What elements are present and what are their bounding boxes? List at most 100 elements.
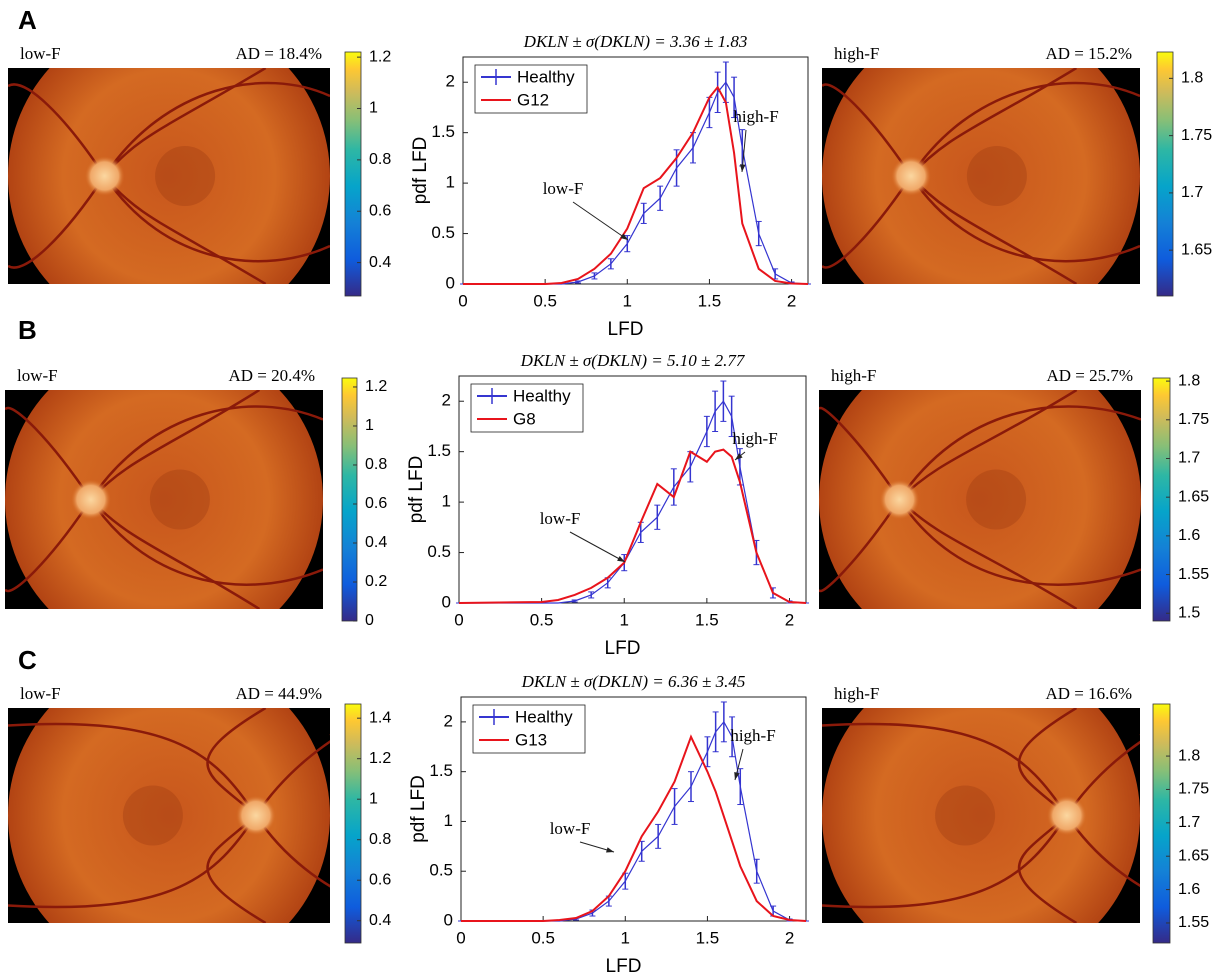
annotation: high-F (733, 107, 778, 126)
vessel (898, 498, 1141, 586)
colorbar-tick-label: 0.4 (369, 912, 391, 929)
vessel (1065, 734, 1140, 817)
vessel (5, 498, 92, 593)
x-tick-label: 0.5 (530, 610, 554, 629)
image-caption: high-F (831, 366, 876, 385)
colorbar-tick-label: 1.75 (1178, 411, 1209, 428)
y-tick-label: 0 (446, 273, 455, 292)
image-caption: low-F (20, 684, 61, 703)
y-tick-label: 1.5 (431, 122, 455, 141)
optic-disc (879, 479, 920, 520)
y-axis-label: pdf LFD (410, 137, 431, 205)
colorbar-tick-label: 1.55 (1178, 914, 1209, 931)
y-tick-label: 0 (444, 910, 453, 929)
ad-label: AD = 15.2% (1045, 44, 1132, 63)
arrow-head (735, 453, 743, 460)
x-tick-label: 2 (787, 291, 796, 310)
vessel (1017, 708, 1078, 817)
vessel (822, 175, 913, 269)
colorbar-tick-label: 0.6 (369, 871, 391, 888)
annotation: high-F (732, 429, 777, 448)
colorbar-tick-label: 0.6 (365, 495, 387, 512)
colorbar (344, 51, 362, 297)
vessel (8, 722, 257, 817)
y-tick-label: 2 (444, 711, 453, 730)
colorbar-tick-label: 1.8 (1178, 372, 1200, 389)
fovea (966, 146, 1027, 206)
colorbar-tick-label: 1.65 (1178, 847, 1209, 864)
x-tick-label: 0.5 (531, 928, 555, 947)
fundus-image (5, 390, 323, 609)
colorbar-tick-label: 1 (365, 417, 374, 434)
colorbar-tick-label: 1.5 (1178, 604, 1200, 621)
x-tick-label: 1 (621, 928, 630, 947)
annotation-arrow (572, 201, 629, 241)
fundus-image (819, 390, 1141, 609)
vessel (910, 175, 1140, 263)
arrow-head (739, 164, 746, 172)
colorbar-tick-label: 1.65 (1178, 488, 1209, 505)
vessel (206, 814, 267, 923)
x-tick-label: 1.5 (695, 610, 719, 629)
colorbar-tick-label: 1.7 (1181, 184, 1203, 201)
legend-box (474, 64, 588, 114)
colorbar-tick-label: 1.75 (1178, 781, 1209, 798)
colorbar-tick-label: 0.8 (369, 151, 391, 168)
x-tick-label: 2 (785, 928, 794, 947)
y-tick-label: 0.5 (429, 861, 453, 880)
colorbar (341, 377, 358, 622)
annotation: high-F (730, 726, 775, 745)
image-caption: high-F (834, 44, 879, 63)
chart-title: DKLN ± σ(DKLN) = 5.10 ± 2.77 (520, 351, 746, 370)
fovea (935, 785, 996, 846)
colorbar-tick-label: 0.8 (365, 456, 387, 473)
colorbar-tick-label: 1.2 (365, 378, 387, 395)
y-tick-label: 0.5 (427, 542, 451, 561)
arrow-head (620, 233, 628, 240)
optic-disc (1046, 795, 1087, 836)
optic-disc (235, 795, 276, 836)
y-tick-label: 0 (442, 592, 451, 611)
retina (822, 68, 1140, 284)
vessel (822, 83, 913, 177)
ad-label: AD = 16.6% (1045, 684, 1132, 703)
colorbar-tick-label: 0 (365, 612, 374, 629)
vessel (1065, 814, 1140, 887)
y-tick-label: 2 (446, 72, 455, 91)
legend-label: Healthy (515, 707, 573, 726)
colorbar (1152, 703, 1171, 944)
colorbar-tick-label: 1.8 (1178, 747, 1200, 764)
colorbar-tick-label: 1.6 (1178, 527, 1200, 544)
fundus-image (8, 68, 330, 284)
panel-label: A (18, 5, 37, 35)
ad-label: AD = 44.9% (235, 684, 322, 703)
vessel (8, 175, 106, 269)
colorbar-tick-label: 1.8 (1181, 70, 1203, 87)
vessel (910, 81, 1140, 177)
optic-disc (70, 479, 111, 520)
colorbar-tick-label: 1 (369, 790, 378, 807)
colorbar-tick-label: 0.6 (369, 202, 391, 219)
colorbar-tick-label: 1.6 (1178, 881, 1200, 898)
ad-label: AD = 25.7% (1046, 366, 1133, 385)
x-tick-label: 1.5 (696, 928, 720, 947)
x-tick-label: 1.5 (698, 291, 722, 310)
colorbar (1152, 377, 1171, 622)
fovea (122, 785, 183, 846)
retina (5, 390, 323, 609)
x-axis-label: LFD (608, 319, 644, 340)
fovea (149, 469, 210, 530)
vessel (89, 405, 323, 501)
colorbar-tick-label: 1.65 (1181, 241, 1212, 258)
annotation-arrow (569, 531, 626, 563)
vessel (898, 390, 1078, 501)
arrow-head (617, 555, 625, 562)
vessel (254, 734, 330, 817)
vessel (819, 406, 901, 501)
vessel (206, 708, 267, 817)
panel-label: B (18, 315, 37, 345)
panel-label: C (18, 645, 37, 675)
y-tick-label: 1.5 (429, 761, 453, 780)
annotation: low-F (550, 819, 591, 838)
